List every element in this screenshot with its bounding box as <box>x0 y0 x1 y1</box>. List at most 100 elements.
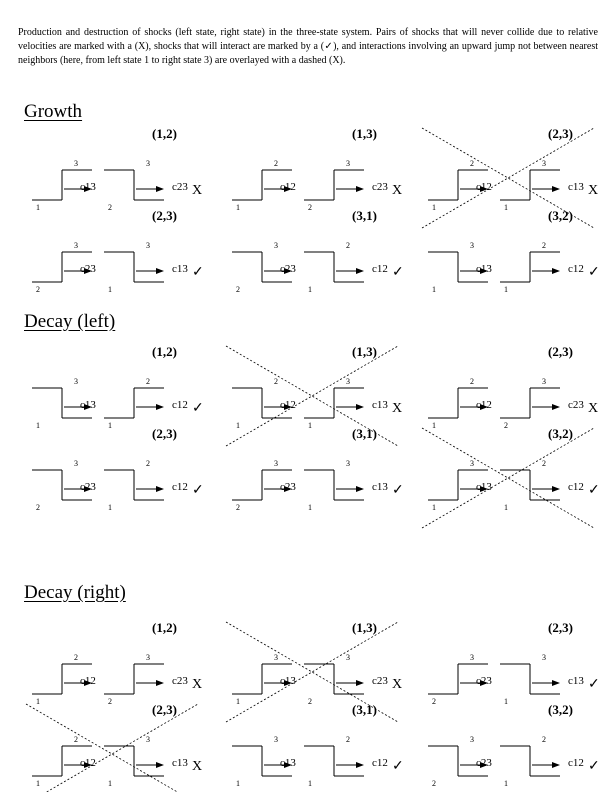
shock-speed-label-right: c23 <box>172 675 188 687</box>
left-shock-arrow-head <box>480 680 488 686</box>
left-shock-bottom-state: 1 <box>236 203 240 212</box>
left-shock-arrow-head <box>480 186 488 192</box>
right-shock-top-state: 2 <box>346 735 350 744</box>
left-shock-arrow-head <box>84 762 92 768</box>
shock-speed-label-left: c23 <box>280 263 296 275</box>
left-shock-arrow-head <box>284 486 292 492</box>
shock-speed-label-right: c12 <box>372 263 388 275</box>
shock-speed-label-left: c23 <box>280 481 296 493</box>
shock-speed-label-right: c13 <box>568 181 584 193</box>
panel-2-3: (2,3) 2 1 3 1 c12 c13 X <box>25 702 202 792</box>
right-shock-arrow-head <box>552 404 560 410</box>
shock-speed-label-left: c12 <box>476 399 492 411</box>
left-shock-arrow-head <box>84 404 92 410</box>
left-shock-top-state: 2 <box>74 735 78 744</box>
shock-speed-label-right: c13 <box>372 481 388 493</box>
right-shock-top-state: 3 <box>346 377 350 386</box>
right-shock-arrow-head <box>356 762 364 768</box>
never-collide-mark: X <box>588 401 598 416</box>
left-shock-arrow-head <box>284 268 292 274</box>
left-shock-arrow-head <box>84 268 92 274</box>
left-shock-bottom-state: 1 <box>236 697 240 706</box>
right-shock-arrow-head <box>156 268 164 274</box>
shock-speed-label-right: c13 <box>372 399 388 411</box>
panel-pair-label: (2,3) <box>152 208 177 223</box>
never-collide-mark: X <box>392 677 402 692</box>
shock-speed-label-left: c12 <box>476 181 492 193</box>
interact-check-mark: ✓ <box>392 265 404 280</box>
right-shock-top-state: 2 <box>346 241 350 250</box>
panel-2-4: (3,1) 3 1 2 1 c13 c12 ✓ <box>232 702 404 788</box>
dashed-cross-line-b <box>45 703 199 792</box>
right-shock-arrow-head <box>552 186 560 192</box>
left-shock-top-state: 3 <box>274 653 278 662</box>
left-shock-bottom-state: 2 <box>236 503 240 512</box>
right-shock-top-state: 3 <box>542 159 546 168</box>
right-shock-bottom-state: 1 <box>504 779 508 788</box>
shock-speed-label-left: c12 <box>80 757 96 769</box>
never-collide-mark: X <box>192 183 202 198</box>
right-shock-bottom-state: 1 <box>504 697 508 706</box>
shock-speed-label-right: c23 <box>568 399 584 411</box>
right-shock-bottom-state: 2 <box>108 697 112 706</box>
left-shock-arrow-head <box>480 404 488 410</box>
dashed-cross-line-a <box>421 127 595 229</box>
right-shock-arrow-head <box>552 486 560 492</box>
panel-2-5: (3,2) 3 2 2 1 c23 c12 ✓ <box>428 702 600 788</box>
right-shock-top-state: 3 <box>146 159 150 168</box>
right-shock-top-state: 3 <box>346 653 350 662</box>
left-shock-bottom-state: 2 <box>236 285 240 294</box>
interact-check-mark: ✓ <box>392 483 404 498</box>
shock-speed-label-right: c23 <box>372 181 388 193</box>
left-shock-arrow-head <box>84 680 92 686</box>
left-shock-bottom-state: 1 <box>236 779 240 788</box>
right-shock-bottom-state: 1 <box>504 203 508 212</box>
shock-speed-label-right: c13 <box>172 757 188 769</box>
left-shock-top-state: 3 <box>470 241 474 250</box>
right-shock-bottom-state: 1 <box>108 779 112 788</box>
left-shock-top-state: 2 <box>470 159 474 168</box>
interact-check-mark: ✓ <box>192 265 204 280</box>
shock-speed-label-left: c23 <box>476 675 492 687</box>
right-shock-top-state: 3 <box>146 653 150 662</box>
never-collide-mark: X <box>192 677 202 692</box>
panel-pair-label: (3,2) <box>548 426 573 441</box>
right-shock-arrow-head <box>552 268 560 274</box>
left-shock-arrow-head <box>480 268 488 274</box>
right-shock-bottom-state: 2 <box>308 697 312 706</box>
left-shock-top-state: 2 <box>274 377 278 386</box>
right-shock-bottom-state: 1 <box>108 421 112 430</box>
dashed-cross-line-a <box>421 427 595 529</box>
panel-1-4: (3,1) 3 2 3 1 c23 c13 ✓ <box>232 426 404 512</box>
shock-speed-label-right: c12 <box>568 757 584 769</box>
never-collide-mark: X <box>192 759 202 774</box>
right-shock-bottom-state: 1 <box>504 285 508 294</box>
right-shock-bottom-state: 2 <box>308 203 312 212</box>
panel-pair-label: (2,3) <box>548 620 573 635</box>
right-shock-bottom-state: 1 <box>504 503 508 512</box>
panel-pair-label: (1,3) <box>352 126 377 141</box>
left-shock-arrow-head <box>84 486 92 492</box>
left-shock-bottom-state: 1 <box>36 697 40 706</box>
right-shock-top-state: 3 <box>146 241 150 250</box>
panel-1-3: (2,3) 3 2 2 1 c23 c12 ✓ <box>32 426 204 512</box>
interact-check-mark: ✓ <box>192 483 204 498</box>
right-shock-top-state: 3 <box>146 735 150 744</box>
right-shock-arrow-head <box>356 186 364 192</box>
panel-0-2: (2,3) 2 1 3 1 c12 c13 X <box>421 126 598 229</box>
right-shock-bottom-state: 1 <box>308 421 312 430</box>
panel-0-5: (3,2) 3 1 2 1 c13 c12 ✓ <box>428 208 600 294</box>
right-shock-bottom-state: 1 <box>308 285 312 294</box>
panel-pair-label: (1,2) <box>152 126 177 141</box>
shock-speed-label-right: c12 <box>568 481 584 493</box>
interact-check-mark: ✓ <box>588 265 600 280</box>
interact-check-mark: ✓ <box>392 759 404 774</box>
right-shock-arrow-head <box>156 186 164 192</box>
panel-pair-label: (2,3) <box>152 426 177 441</box>
interact-check-mark: ✓ <box>588 677 600 692</box>
right-shock-top-state: 2 <box>542 459 546 468</box>
right-shock-arrow-head <box>156 762 164 768</box>
right-shock-top-state: 2 <box>146 377 150 386</box>
shock-speed-label-left: c13 <box>280 757 296 769</box>
